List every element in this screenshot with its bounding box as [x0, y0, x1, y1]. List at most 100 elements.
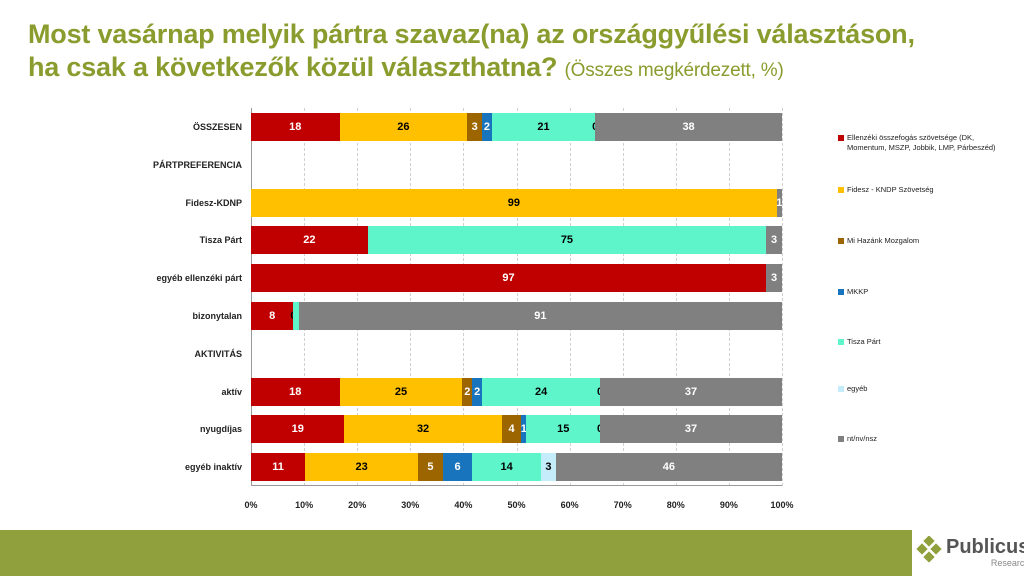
legend-swatch: [838, 339, 844, 345]
bar-segment: 23: [305, 453, 419, 482]
x-tick-label: 90%: [719, 500, 738, 510]
data-label: 25: [394, 385, 408, 398]
data-label: 11: [272, 461, 284, 474]
bar-segment: 21: [491, 112, 596, 141]
data-label: 91: [534, 309, 547, 322]
data-label: 32: [416, 423, 430, 436]
x-axis-line: [251, 485, 782, 486]
data-label: 26: [397, 120, 410, 133]
gridline: [569, 108, 571, 486]
bar-segment: 18: [251, 377, 340, 406]
category-label: Fidesz-KDNP: [185, 197, 242, 208]
gridline: [304, 108, 306, 486]
bar-segment: 99: [251, 188, 777, 217]
x-tick-label: 30%: [401, 500, 420, 510]
publicus-logo: Publicus Research: [916, 536, 1024, 568]
data-label: 2: [474, 385, 481, 398]
data-label: 22: [303, 234, 316, 247]
legend-item: Tisza Párt: [838, 337, 1008, 347]
data-label: 6: [454, 461, 461, 474]
data-label: 2: [464, 385, 471, 398]
legend-item: nt/nv/nsz: [838, 434, 1008, 444]
bar-segment: 3: [541, 453, 556, 482]
gridline: [728, 108, 730, 486]
x-tick-label: 10%: [295, 500, 314, 510]
x-tick-label: 80%: [666, 500, 685, 510]
bar-segment: 38: [595, 112, 782, 141]
bar-segment: 19: [251, 415, 345, 444]
legend-item: Fidesz - KNDP Szövetség: [838, 185, 1008, 195]
data-label: 2: [483, 120, 491, 133]
bar-segment: 32: [344, 415, 502, 444]
legend-item: Ellenzéki összefogás szövetsége (DK, Mom…: [838, 133, 1008, 153]
legend-label: Ellenzéki összefogás szövetsége (DK, Mom…: [847, 133, 996, 152]
x-tick-label: 60%: [560, 500, 579, 510]
gridline: [782, 108, 783, 486]
title-line-2-text: ha csak a következők közül választhatna?: [28, 52, 558, 82]
category-label: nyugdíjas: [199, 424, 242, 435]
data-label: 1: [520, 423, 527, 436]
gridline: [463, 108, 465, 486]
chart-subtitle: (Összes megkérdezett, %): [564, 60, 784, 81]
x-tick-label: 100%: [770, 500, 794, 510]
logo-diamond-icon: [916, 536, 942, 563]
bar-segment: 15: [526, 415, 601, 444]
data-label: 75: [560, 234, 574, 247]
data-label: 3: [545, 461, 552, 474]
category-label: ÖSSZESEN: [192, 121, 242, 132]
category-label: egyéb inaktív: [184, 462, 242, 473]
legend-swatch: [838, 135, 844, 141]
data-label: 37: [684, 385, 698, 398]
legend-swatch: [838, 386, 844, 392]
title-line-2: ha csak a következők közül választhatna?…: [28, 51, 915, 87]
bar-segment: 3: [766, 264, 782, 293]
data-label: 99: [507, 196, 520, 209]
data-label: 3: [770, 234, 778, 247]
legend-label: nt/nv/nsz: [847, 434, 878, 443]
x-tick-label: 0%: [244, 500, 258, 510]
title-line-1: Most vasárnap melyik pártra szavaz(na) a…: [28, 19, 915, 49]
x-tick-label: 40%: [454, 500, 473, 510]
bar-segment: 91: [298, 301, 782, 330]
data-label: 15: [557, 423, 570, 436]
x-tick-label: 50%: [507, 500, 526, 510]
gridline: [675, 108, 677, 486]
data-label: 3: [770, 272, 778, 285]
bar-segment: 2: [482, 112, 492, 141]
gridline: [516, 108, 518, 486]
bar-segment: 1: [520, 415, 527, 444]
logo-text: Publicus Research: [946, 536, 1024, 568]
bar-segment: 3: [467, 112, 483, 141]
category-label: AKTIVITÁS: [194, 348, 242, 359]
bar-segment: 1: [776, 188, 782, 217]
data-label: 24: [534, 385, 548, 398]
legend-item: Mi Hazánk Mozgalom: [838, 236, 1008, 246]
x-tick-label: 20%: [348, 500, 367, 510]
data-label: 18: [289, 120, 302, 133]
bar-segment: 75: [367, 226, 767, 255]
category-label: PÁRTPREFERENCIA: [152, 159, 242, 170]
bar-segment: 22: [251, 226, 368, 255]
bar-segment: 8: [251, 301, 294, 330]
plot-area: 1826322103899122753973801911825222403719…: [251, 108, 783, 486]
data-label: 38: [682, 120, 695, 133]
data-label: 46: [662, 461, 676, 474]
bar-segment: 25: [339, 377, 463, 406]
data-label: 18: [289, 385, 302, 398]
legend-label: MKKP: [847, 287, 869, 296]
bar-segment: 4: [501, 415, 522, 444]
data-label: 19: [291, 423, 304, 436]
data-label: 97: [502, 272, 515, 285]
legend-swatch: [838, 238, 844, 244]
bar-segment: 24: [482, 377, 601, 406]
bar-segment: 5: [418, 453, 443, 482]
footer-band: [0, 530, 912, 576]
bar-segment: 2: [462, 377, 473, 406]
category-label: aktív: [221, 386, 242, 397]
bar-segment: 97: [251, 264, 767, 293]
bar-segment: 26: [339, 112, 468, 141]
bar-segment: 37: [600, 415, 782, 444]
data-label: 8: [269, 309, 276, 322]
logo-name: Publicus: [946, 536, 1024, 558]
category-label: bizonytalan: [192, 310, 242, 321]
